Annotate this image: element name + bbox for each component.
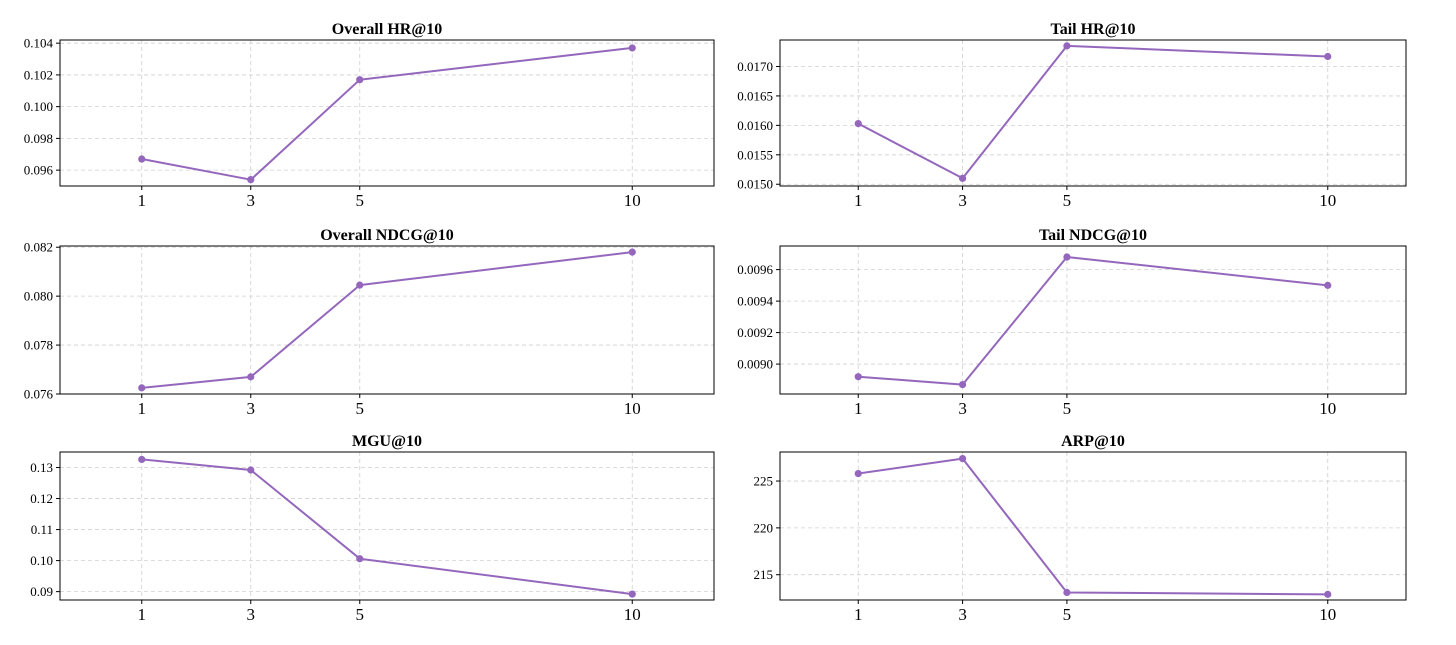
x-tick-label: 10 <box>1319 191 1336 210</box>
panel-title: Overall HR@10 <box>332 21 442 38</box>
y-tick-label: 0.0150 <box>737 177 773 192</box>
x-tick-label: 3 <box>958 605 967 624</box>
x-tick-label: 1 <box>854 191 863 210</box>
series-line <box>858 256 1328 386</box>
axes-frame <box>59 39 715 187</box>
panel-overall-ndcg10: 0.076 0.078 0.080 0.082 1 3 5 10 Overall NDCG@10 <box>24 227 715 418</box>
series-line <box>141 46 633 181</box>
data-point <box>247 373 255 381</box>
panel-title: Overall NDCG@10 <box>320 227 454 244</box>
y-tick-label: 0.11 <box>31 522 53 537</box>
x-tick-label: 5 <box>356 605 365 624</box>
data-point <box>247 466 255 474</box>
panel-tail-ndcg10: 0.0090 0.0092 0.0094 0.0096 1 3 5 10 Tail NDCG@1… <box>737 227 1407 418</box>
axes-frame <box>779 451 1407 601</box>
x-tick-label: 3 <box>958 399 967 418</box>
y-tick-label: 0.080 <box>24 289 53 304</box>
data-point <box>854 469 862 478</box>
panel-arp10: 215 220 225 1 3 5 10 ARP@10 <box>754 433 1407 624</box>
x-tick-label: 1 <box>138 399 147 418</box>
x-tick-label: 1 <box>854 605 863 624</box>
axes-frame <box>779 39 1407 187</box>
data-point <box>138 455 146 464</box>
data-point <box>958 174 967 182</box>
x-tick-label: 5 <box>1063 605 1072 624</box>
y-tick-label: 0.12 <box>30 491 53 506</box>
data-point <box>247 176 255 184</box>
x-tick-label: 3 <box>247 399 256 418</box>
x-tick-label: 5 <box>356 191 365 210</box>
y-tick-label: 0.104 <box>24 36 54 51</box>
panel-title: MGU@10 <box>352 433 422 450</box>
x-tick-label: 5 <box>1063 399 1072 418</box>
panel-title: Tail NDCG@10 <box>1039 227 1147 244</box>
series-line <box>858 457 1328 596</box>
x-tick-label: 5 <box>356 399 365 418</box>
panel-title: ARP@10 <box>1061 433 1125 450</box>
series-line <box>141 458 633 596</box>
panel-overall-hr10: 0.096 0.098 0.100 0.102 0.104 1 3 5 10 Overall HR… <box>24 21 715 210</box>
data-point <box>356 281 364 289</box>
data-point <box>958 454 967 463</box>
data-point <box>628 44 636 52</box>
x-tick-label: 10 <box>624 399 641 418</box>
data-point <box>1324 281 1332 289</box>
data-point <box>958 380 967 389</box>
y-tick-label: 0.0170 <box>737 59 773 74</box>
y-tick-label: 0.0094 <box>737 294 773 309</box>
axes-frame <box>59 451 715 601</box>
y-tick-label: 0.13 <box>30 460 53 475</box>
data-point <box>1063 588 1071 597</box>
x-tick-label: 3 <box>958 191 967 210</box>
x-tick-label: 3 <box>247 605 256 624</box>
y-tick-label: 0.0165 <box>737 88 773 103</box>
data-point <box>138 384 146 392</box>
x-tick-label: 1 <box>138 191 147 210</box>
x-tick-label: 1 <box>854 399 863 418</box>
axes-frame <box>779 245 1407 395</box>
y-tick-label: 0.0160 <box>737 118 773 133</box>
data-point <box>854 373 862 381</box>
y-tick-label: 0.10 <box>30 553 53 568</box>
y-tick-label: 0.09 <box>30 584 53 599</box>
y-tick-label: 0.098 <box>24 131 53 146</box>
axes-frame <box>59 245 715 395</box>
x-tick-label: 10 <box>1319 399 1336 418</box>
y-tick-label: 220 <box>754 520 774 535</box>
y-tick-label: 0.078 <box>24 338 53 353</box>
data-point <box>1063 42 1071 50</box>
panel-tail-hr10: 0.0150 0.0155 0.0160 0.0165 0.0170 1 3 5 10 Tail … <box>737 21 1407 210</box>
panel-title: Tail HR@10 <box>1051 21 1136 38</box>
y-tick-label: 0.102 <box>24 67 53 82</box>
y-tick-label: 0.0090 <box>737 357 773 372</box>
y-tick-label: 0.076 <box>24 387 54 402</box>
data-point <box>356 555 364 563</box>
x-tick-label: 10 <box>624 605 641 624</box>
y-tick-label: 0.096 <box>24 163 54 178</box>
series-line <box>141 251 633 389</box>
data-point <box>628 590 636 598</box>
panel-mgu10: 0.09 0.10 0.11 0.12 0.13 1 3 5 10 MGU@10 <box>30 433 715 624</box>
x-tick-label: 10 <box>1319 605 1336 624</box>
y-tick-label: 215 <box>754 567 774 582</box>
y-tick-label: 0.0096 <box>737 262 773 277</box>
data-point <box>356 76 364 84</box>
y-tick-label: 0.0092 <box>737 325 773 340</box>
y-tick-label: 0.082 <box>24 240 53 255</box>
x-tick-label: 1 <box>138 605 147 624</box>
data-point <box>1324 590 1332 598</box>
x-tick-label: 3 <box>247 191 256 210</box>
data-point <box>628 248 636 256</box>
y-tick-label: 0.0155 <box>737 147 773 162</box>
x-tick-label: 5 <box>1063 191 1072 210</box>
series-line <box>857 44 1328 180</box>
data-point <box>854 119 862 128</box>
data-point <box>1063 253 1071 261</box>
y-tick-label: 225 <box>754 474 774 489</box>
data-point <box>138 155 146 163</box>
data-point <box>1324 52 1332 61</box>
x-tick-label: 10 <box>624 191 641 210</box>
y-tick-label: 0.100 <box>24 99 53 114</box>
